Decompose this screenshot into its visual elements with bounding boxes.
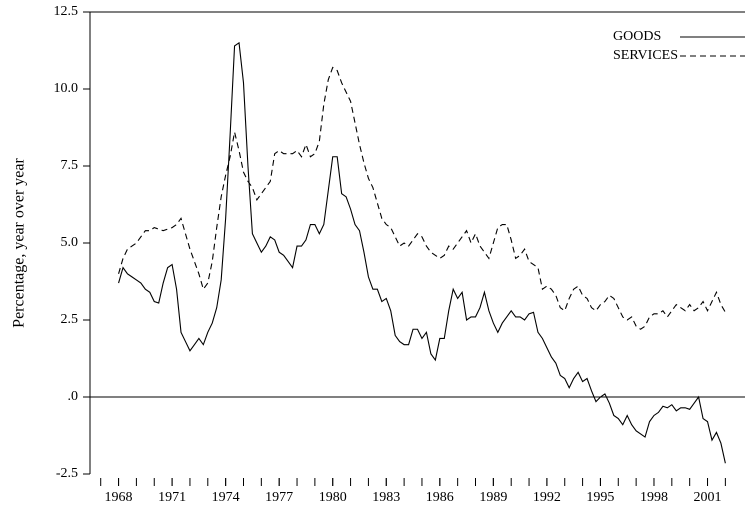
y-tick-label: 12.5: [54, 4, 79, 19]
x-tick-label: 1974: [212, 490, 240, 505]
y-tick-label: .0: [68, 389, 79, 404]
x-tick-label: 1995: [586, 490, 614, 505]
x-tick-label: 1977: [265, 490, 293, 505]
y-tick-label: 7.5: [61, 158, 79, 173]
y-tick-label: 5.0: [61, 235, 79, 250]
series-line: [118, 41, 726, 464]
x-tick-label: 2001: [694, 490, 722, 505]
x-tick-label: 1986: [426, 490, 454, 505]
y-tick-label: 10.0: [54, 81, 79, 96]
legend-label: GOODS: [613, 29, 661, 44]
legend-label: SERVICES: [613, 48, 678, 63]
x-tick-label: 1992: [533, 490, 561, 505]
y-tick-label: 2.5: [61, 312, 79, 327]
y-axis-label: Percentage, year over year: [11, 157, 28, 327]
x-tick-label: 1968: [105, 490, 133, 505]
x-tick-label: 1971: [158, 490, 186, 505]
y-tick-label: -2.5: [56, 466, 78, 481]
x-tick-label: 1980: [319, 490, 347, 505]
x-tick-label: 1983: [372, 490, 400, 505]
x-tick-label: 1998: [640, 490, 668, 505]
x-tick-label: 1989: [479, 490, 507, 505]
series-line: [118, 66, 726, 330]
